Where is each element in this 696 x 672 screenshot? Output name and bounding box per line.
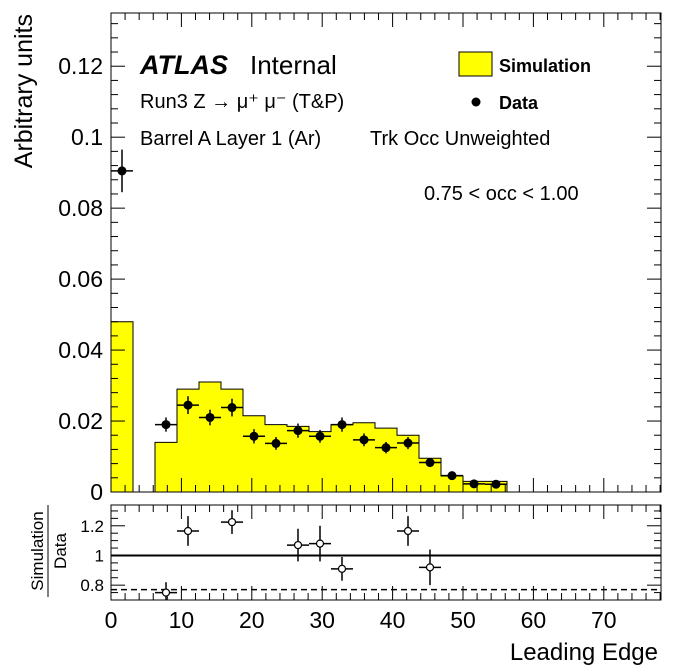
- data-point: [249, 431, 259, 441]
- main-panel: 0 0.02 0.04 0.06 0.08 0.1 0.12 Arbitrary units…: [10, 12, 662, 505]
- data-point: [117, 166, 127, 176]
- main-y-tick-label: 0.02: [58, 408, 103, 434]
- simulation-bar: [265, 424, 287, 492]
- data-point: [183, 400, 193, 410]
- x-tick-label: 60: [521, 607, 547, 633]
- data-point: [425, 458, 435, 468]
- ratio-y-tick-label: 1.2: [80, 517, 104, 536]
- ratio-frame: [110, 504, 662, 601]
- annotation-line-2: Barrel A Layer 1 (Ar): [140, 128, 321, 150]
- x-tick-label: 0: [105, 607, 118, 633]
- legend: Simulation Data: [458, 51, 591, 113]
- ratio-point: [183, 526, 193, 536]
- x-tick-label: 30: [309, 607, 335, 633]
- ratio-y-label-denominator: Data: [51, 533, 70, 569]
- main-y-tick-label: 0.1: [71, 124, 103, 150]
- x-tick-label: 50: [450, 607, 476, 633]
- data-point: [447, 471, 457, 481]
- ratio-y-tick-label: 1: [95, 546, 104, 565]
- simulation-bar: [419, 458, 441, 492]
- x-tick-label: 10: [169, 607, 195, 633]
- main-y-tick-label: 0.04: [58, 337, 103, 363]
- ratio-panel: 0.8 1 1.2 0 10 20 30 40 50 60 70 Simulation Data L…: [28, 504, 662, 666]
- annotation-line-1: Run3 Z → μ⁺ μ⁻ (T&P): [140, 91, 344, 113]
- ratio-point: [425, 563, 435, 572]
- atlas-label: ATLAS: [139, 50, 228, 80]
- ratio-point: [337, 564, 347, 573]
- simulation-bar: [441, 476, 463, 492]
- ratio-axes: 0.8 1 1.2 0 10 20 30 40 50 60 70: [80, 505, 661, 633]
- main-y-tick-label: 0.08: [58, 195, 103, 221]
- main-y-tick-label: 0.06: [58, 266, 103, 292]
- simulation-bar: [309, 431, 331, 492]
- simulation-bar: [331, 424, 353, 492]
- main-y-tick-label: 0: [90, 479, 103, 505]
- data-point: [271, 438, 281, 448]
- data-point: [315, 431, 325, 441]
- y-axis-label: Arbitrary units: [10, 14, 38, 168]
- data-point: [293, 426, 303, 436]
- atlas-internal-label: Internal: [250, 50, 337, 80]
- occupancy-range-label: 0.75 < occ < 1.00: [424, 183, 579, 205]
- ratio-point: [293, 540, 303, 550]
- simulation-bar: [243, 415, 265, 492]
- data-point: [469, 479, 479, 489]
- simulation-bar: [177, 389, 199, 492]
- ratio-points: [155, 510, 441, 600]
- x-tick-label: 70: [591, 607, 617, 633]
- data-points: [111, 149, 507, 489]
- ratio-y-label-numerator: Simulation: [28, 511, 47, 590]
- data-point: [381, 443, 391, 453]
- main-axes: 0 0.02 0.04 0.06 0.08 0.1 0.12: [58, 13, 661, 505]
- data-point: [205, 412, 215, 422]
- annotation-line-3: Trk Occ Unweighted: [370, 128, 550, 150]
- ratio-y-tick-label: 0.8: [80, 576, 104, 595]
- legend-data-marker: [471, 97, 481, 107]
- data-point: [403, 438, 413, 448]
- x-axis-label: Leading Edge: [510, 639, 658, 666]
- simulation-bar: [287, 426, 309, 492]
- legend-simulation-label: Simulation: [499, 56, 591, 76]
- simulation-histogram: [110, 321, 661, 493]
- legend-simulation-swatch: [458, 51, 493, 77]
- ratio-point: [315, 539, 325, 548]
- simulation-bar: [221, 389, 243, 492]
- main-frame: [110, 12, 662, 493]
- x-tick-label: 40: [380, 607, 406, 633]
- simulation-bar: [353, 422, 375, 492]
- data-point: [337, 420, 347, 430]
- main-y-tick-label: 0.12: [58, 53, 103, 79]
- data-point: [491, 479, 501, 489]
- data-point: [161, 420, 171, 430]
- simulation-bar: [199, 382, 221, 492]
- x-tick-label: 20: [239, 607, 265, 633]
- ratio-point: [403, 526, 413, 536]
- simulation-bar: [375, 428, 397, 492]
- legend-data-label: Data: [499, 93, 539, 113]
- data-point: [359, 435, 369, 445]
- simulation-bar: [155, 442, 177, 492]
- ratio-point: [227, 517, 237, 527]
- simulation-bar: [397, 435, 419, 492]
- ratio-point: [161, 588, 171, 597]
- data-point: [227, 403, 237, 413]
